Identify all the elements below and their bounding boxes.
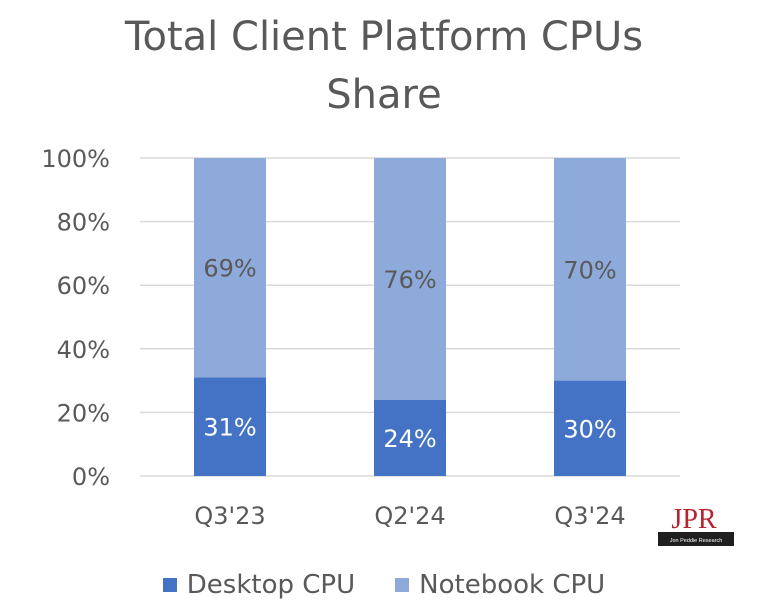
x-tick-label: Q3'24 — [554, 502, 625, 530]
legend-swatch-desktop — [162, 578, 177, 592]
legend-item-notebook: Notebook CPU — [395, 570, 605, 600]
bar-notebook — [194, 158, 266, 378]
data-label: 31% — [203, 414, 256, 442]
data-label: 24% — [383, 425, 436, 453]
logo-subtext: Jon Peddie Research — [670, 538, 723, 544]
y-tick-label: 80% — [57, 209, 110, 237]
legend-swatch-notebook — [395, 578, 410, 592]
y-tick-label: 0% — [72, 463, 110, 491]
legend-label-notebook: Notebook CPU — [419, 570, 606, 600]
data-label: 76% — [383, 266, 436, 294]
x-tick-label: Q3'23 — [194, 502, 265, 530]
logo-band — [658, 532, 734, 546]
data-label: 69% — [203, 255, 256, 283]
bar-desktop — [194, 377, 266, 476]
legend-label-desktop: Desktop CPU — [186, 570, 356, 600]
chart-title-line-2: Share — [326, 72, 442, 118]
data-label: 30% — [563, 415, 616, 443]
y-tick-label: 20% — [57, 399, 110, 427]
legend: Desktop CPU Notebook CPU — [0, 570, 768, 600]
chart-title: Total Client Platform CPUs Share — [0, 8, 768, 124]
logo-letters: JPR — [671, 504, 716, 535]
y-tick-label: 100% — [41, 145, 110, 173]
jpr-logo: JPR Jon Peddie Research — [658, 502, 734, 546]
bar-desktop — [374, 399, 446, 476]
bar-desktop — [554, 380, 626, 476]
x-tick-label: Q2'24 — [374, 502, 445, 530]
bar-notebook — [554, 158, 626, 381]
y-tick-label: 60% — [57, 272, 110, 300]
legend-item-desktop: Desktop CPU — [162, 570, 356, 600]
data-label: 70% — [563, 256, 616, 284]
bar-notebook — [374, 158, 446, 400]
y-tick-label: 40% — [57, 336, 110, 364]
chart-title-line-1: Total Client Platform CPUs — [124, 14, 644, 60]
logo-plate — [662, 502, 726, 532]
